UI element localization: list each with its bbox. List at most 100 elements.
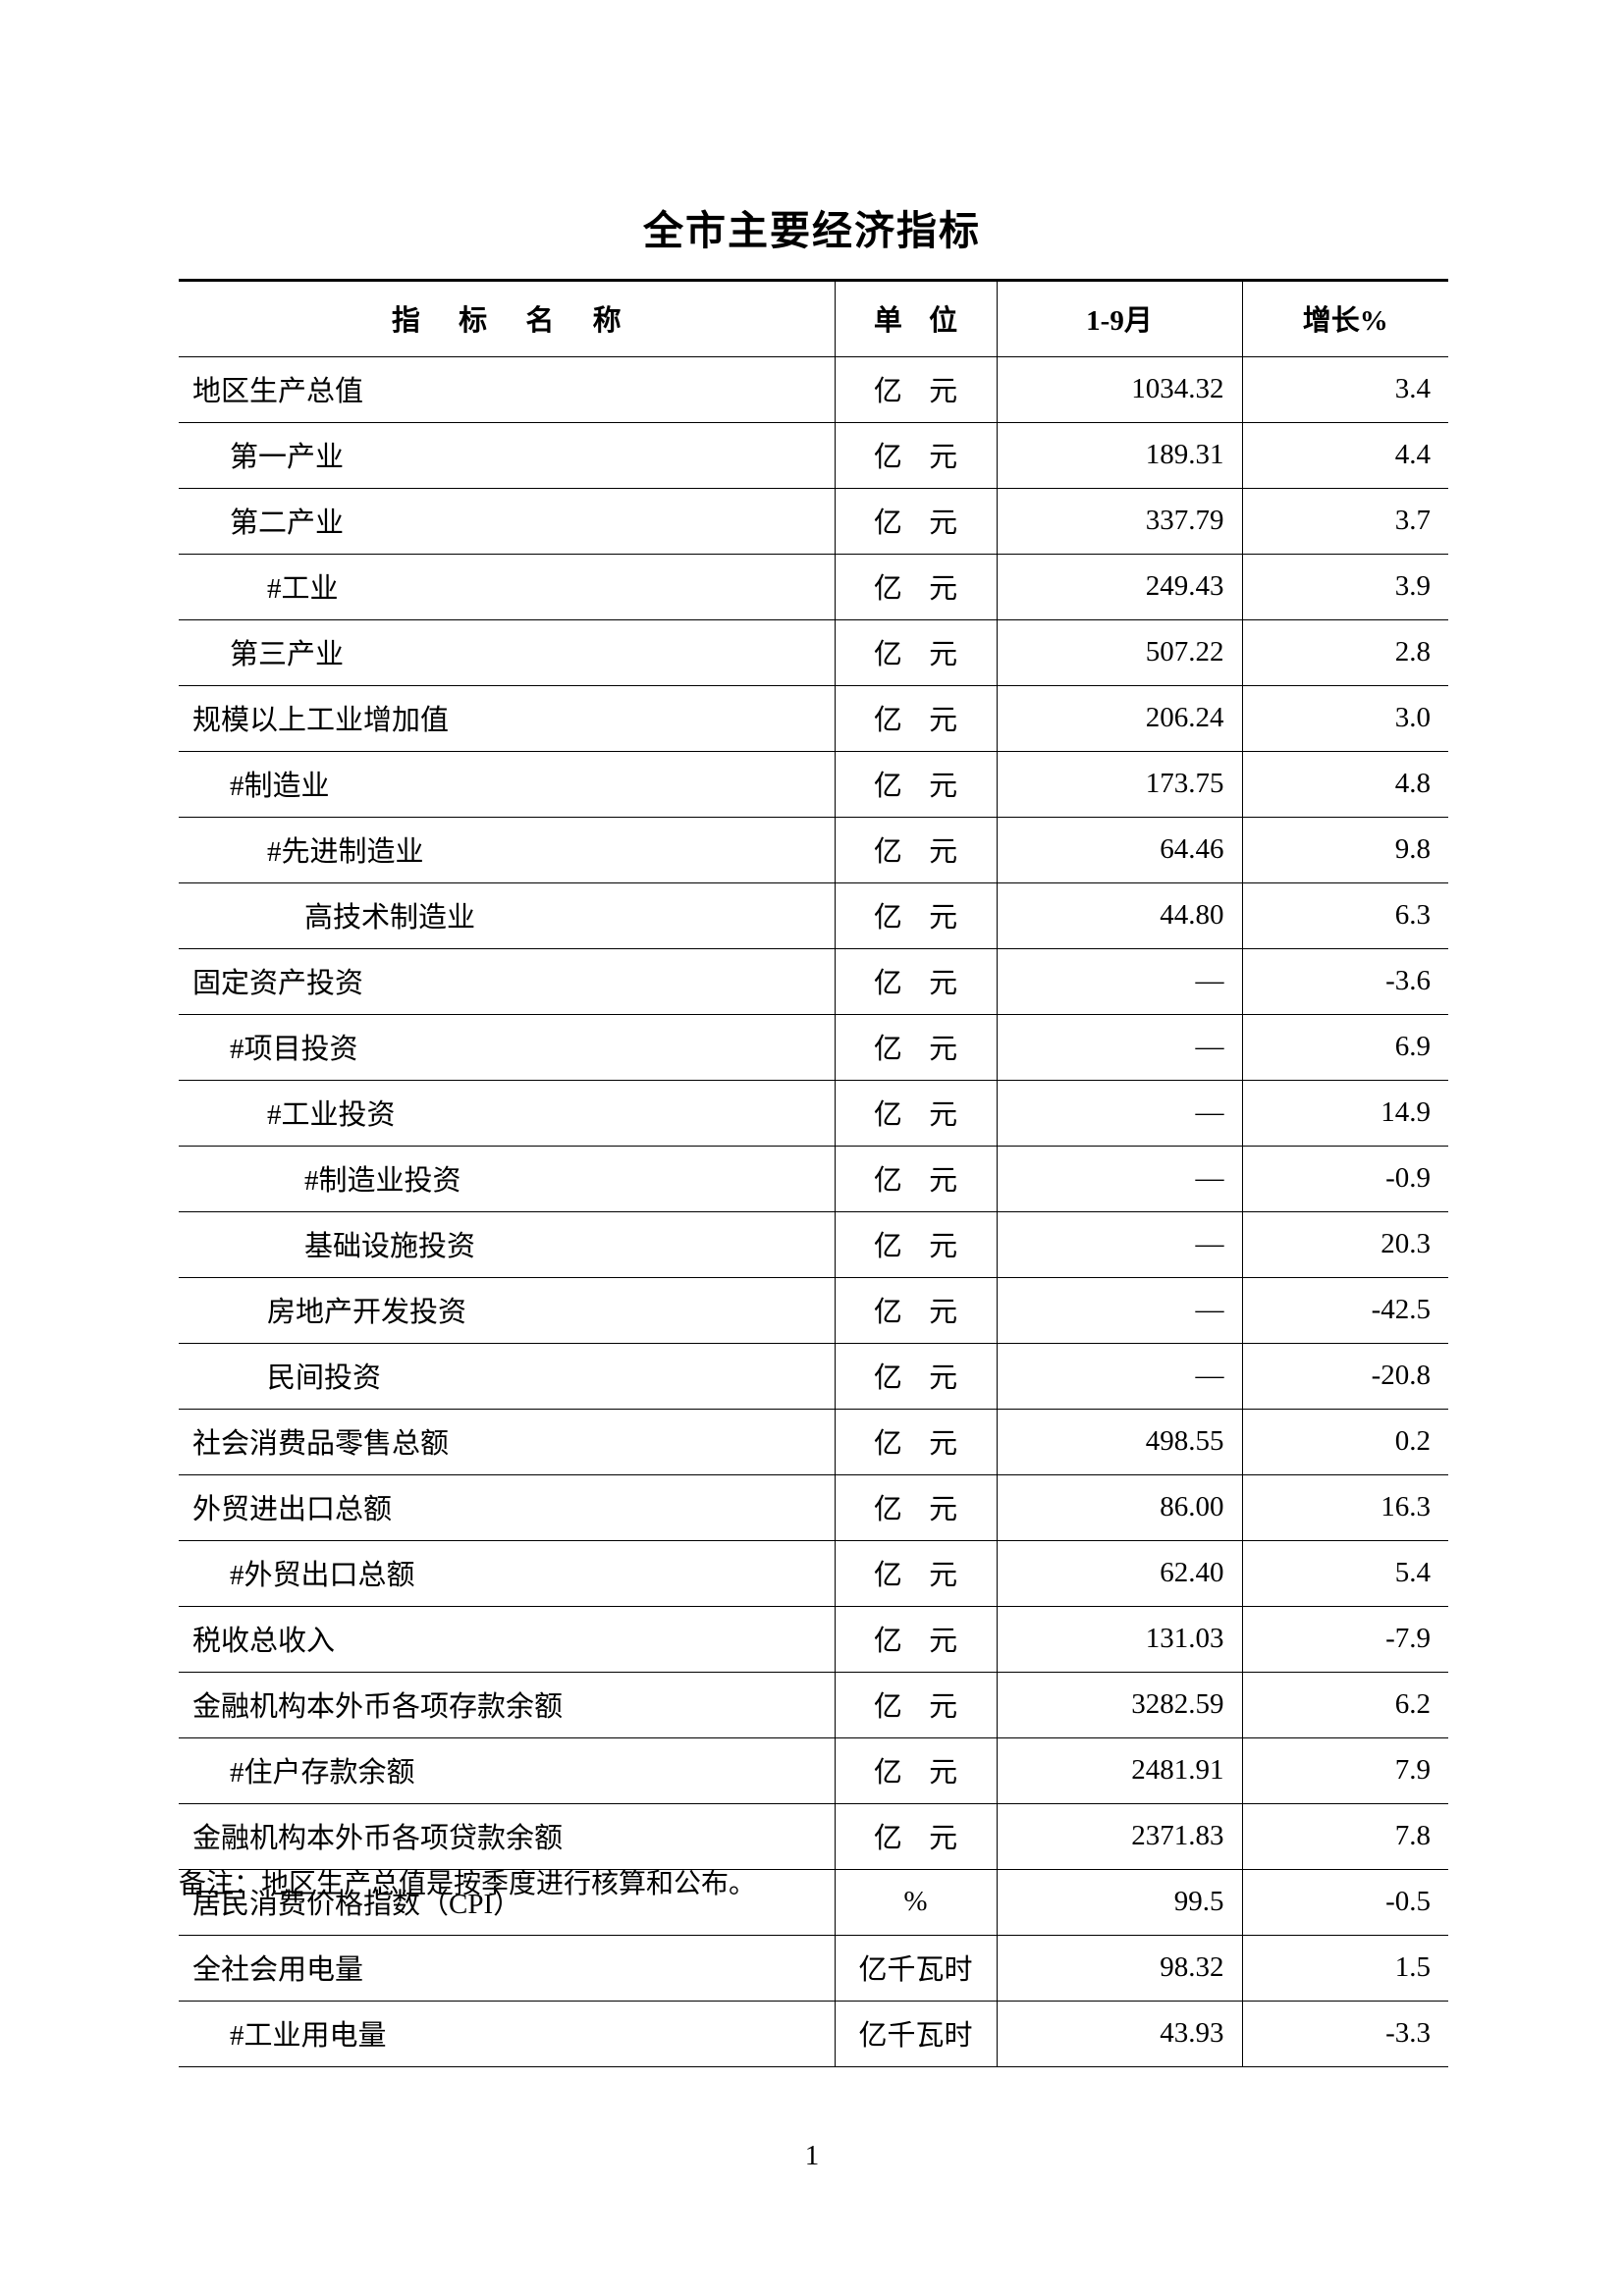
cell-period-value: 44.80 [996,882,1242,949]
cell-indicator-name: 社会消费品零售总额 [179,1409,835,1475]
table-row: 民间投资亿 元 — -20.8 [179,1343,1448,1410]
table-row: 房地产开发投资亿 元 — -42.5 [179,1277,1448,1344]
cell-unit: 亿 元 [834,817,997,883]
column-header-unit: 单 位 [834,279,997,357]
cell-indicator-name: 金融机构本外币各项贷款余额 [179,1803,835,1870]
cell-growth-rate: -3.3 [1241,2001,1448,2067]
table-row: 金融机构本外币各项存款余额亿 元 3282.59 6.2 [179,1672,1448,1738]
cell-growth-rate: 3.9 [1241,554,1448,620]
cell-unit: 亿 元 [834,1277,997,1344]
cell-growth-rate: 0.2 [1241,1409,1448,1475]
cell-indicator-name: 金融机构本外币各项存款余额 [179,1672,835,1738]
cell-period-value: 99.5 [996,1869,1242,1936]
table-body: 地区生产总值亿 元 1034.32 3.4 第一产业亿 元 189.31 4.4 第二产业亿… [179,356,1448,2067]
cell-period-value: 2481.91 [996,1737,1242,1804]
table-row: 高技术制造业亿 元 44.80 6.3 [179,882,1448,949]
cell-growth-rate: 16.3 [1241,1474,1448,1541]
cell-growth-rate: 3.4 [1241,356,1448,423]
table-row: 第三产业亿 元 507.22 2.8 [179,619,1448,686]
cell-unit: 亿 元 [834,554,997,620]
cell-indicator-name: #项目投资 [179,1014,835,1081]
cell-period-value: — [996,948,1242,1015]
cell-growth-rate: 7.8 [1241,1803,1448,1870]
cell-growth-rate: 7.9 [1241,1737,1448,1804]
cell-period-value: — [996,1080,1242,1147]
cell-unit: 亿 元 [834,1737,997,1804]
cell-period-value: 43.93 [996,2001,1242,2067]
table-row: 居民消费价格指数（CPI）% 99.5 -0.5 [179,1869,1448,1936]
cell-growth-rate: 4.8 [1241,751,1448,818]
table-row: #工业投资亿 元 —14.9 [179,1080,1448,1147]
cell-indicator-name: 基础设施投资 [179,1211,835,1278]
cell-indicator-name: 民间投资 [179,1343,835,1410]
cell-growth-rate: 14.9 [1241,1080,1448,1147]
cell-period-value: 249.43 [996,554,1242,620]
table-row: #制造业投资亿 元 — -0.9 [179,1146,1448,1212]
cell-growth-rate: 5.4 [1241,1540,1448,1607]
cell-unit: 亿 元 [834,1080,997,1147]
cell-unit: 亿 元 [834,1014,997,1081]
cell-indicator-name: #外贸出口总额 [179,1540,835,1607]
table-row: #住户存款余额亿 元 2481.91 7.9 [179,1737,1448,1804]
cell-unit: 亿 元 [834,1146,997,1212]
cell-unit: 亿 元 [834,488,997,555]
table-row: #工业用电量 亿千瓦时 43.93 -3.3 [179,2001,1448,2067]
page-title: 全市主要经济指标 [643,207,981,255]
cell-period-value: 2371.83 [996,1803,1242,1870]
cell-indicator-name: 全社会用电量 [179,1935,835,2002]
cell-growth-rate: -20.8 [1241,1343,1448,1410]
cell-unit: 亿 元 [834,948,997,1015]
cell-growth-rate: 6.3 [1241,882,1448,949]
cell-growth-rate: 4.4 [1241,422,1448,489]
cell-indicator-name: 规模以上工业增加值 [179,685,835,752]
cell-growth-rate: -0.9 [1241,1146,1448,1212]
table-row: 基础设施投资亿 元 —20.3 [179,1211,1448,1278]
cell-growth-rate: -3.6 [1241,948,1448,1015]
cell-unit: 亿 元 [834,1803,997,1870]
table-row: 社会消费品零售总额亿 元 498.55 0.2 [179,1409,1448,1475]
cell-indicator-name: #工业用电量 [179,2001,835,2067]
cell-period-value: — [996,1277,1242,1344]
cell-growth-rate: 2.8 [1241,619,1448,686]
cell-period-value: — [996,1146,1242,1212]
cell-indicator-name: #住户存款余额 [179,1737,835,1804]
cell-indicator-name: #制造业 [179,751,835,818]
cell-period-value: 189.31 [996,422,1242,489]
cell-period-value: — [996,1211,1242,1278]
table-header-row: 指 标 名 称 单 位 1-9月 增长% [179,279,1448,357]
cell-growth-rate: 3.7 [1241,488,1448,555]
cell-unit: 亿 元 [834,1474,997,1541]
cell-indicator-name: #先进制造业 [179,817,835,883]
cell-growth-rate: 9.8 [1241,817,1448,883]
cell-unit: 亿千瓦时 [834,1935,997,2002]
cell-growth-rate: 1.5 [1241,1935,1448,2002]
cell-growth-rate: 6.2 [1241,1672,1448,1738]
cell-unit: 亿 元 [834,882,997,949]
table-row: #外贸出口总额亿 元 62.40 5.4 [179,1540,1448,1607]
cell-period-value: 173.75 [996,751,1242,818]
table-row: 地区生产总值亿 元 1034.32 3.4 [179,356,1448,423]
table-row: #项目投资亿 元 —6.9 [179,1014,1448,1081]
cell-growth-rate: -42.5 [1241,1277,1448,1344]
cell-unit: 亿 元 [834,422,997,489]
cell-unit: 亿 元 [834,619,997,686]
cell-unit: 亿 元 [834,1343,997,1410]
cell-unit: 亿 元 [834,1672,997,1738]
cell-unit: % [834,1869,997,1936]
table-row: 第一产业亿 元 189.31 4.4 [179,422,1448,489]
table-row: #制造业亿 元 173.75 4.8 [179,751,1448,818]
column-header-indicator-name: 指 标 名 称 [179,279,835,357]
cell-unit: 亿 元 [834,1409,997,1475]
table-footnote: 备注：地区生产总值是按季度进行核算和公布。 [179,1869,757,1899]
cell-indicator-name: 房地产开发投资 [179,1277,835,1344]
column-header-period-value: 1-9月 [996,279,1242,357]
table-row: 税收总收入亿 元 131.03 -7.9 [179,1606,1448,1673]
cell-indicator-name: 固定资产投资 [179,948,835,1015]
cell-period-value: 98.32 [996,1935,1242,2002]
cell-unit: 亿 元 [834,751,997,818]
cell-growth-rate: -0.5 [1241,1869,1448,1936]
cell-period-value: 86.00 [996,1474,1242,1541]
cell-period-value: 206.24 [996,685,1242,752]
cell-indicator-name: 地区生产总值 [179,356,835,423]
table-row: 全社会用电量 亿千瓦时 98.32 1.5 [179,1935,1448,2002]
